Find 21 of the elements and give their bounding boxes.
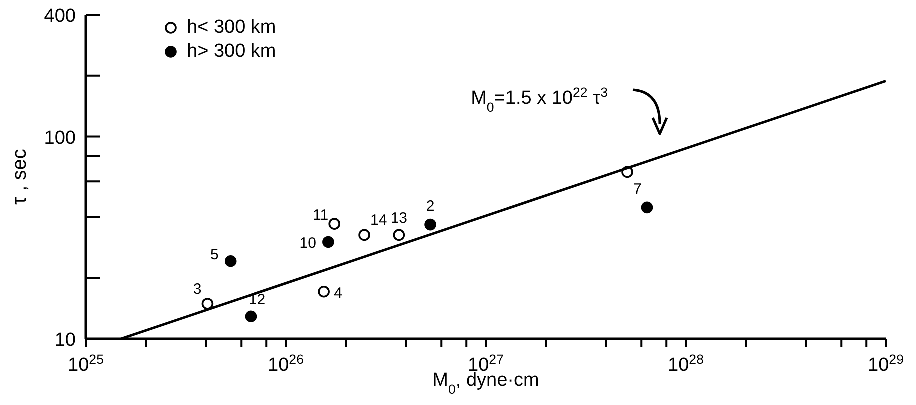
annotation: 4	[334, 284, 342, 302]
y-tick-label: 10	[54, 330, 76, 351]
annotation: 11	[313, 207, 329, 224]
y-tick-label: 100	[44, 128, 76, 149]
legend-label: h> 300 km	[187, 41, 276, 63]
annotation: 13	[390, 210, 408, 228]
x-axis-title: M$_{0}$, dyne·cm	[432, 370, 540, 396]
annotation: M$_{0}$=1.5 x 10$^{22}$ τ$^{3}$	[471, 84, 608, 114]
annotation: 2	[426, 198, 435, 215]
legend-label: h< 300 km	[187, 17, 276, 39]
annotation: 5	[210, 246, 219, 264]
y-axis-title: τ , sec	[9, 149, 31, 205]
x-tick-label: 10$^{25}$	[68, 352, 104, 376]
annotation: 14	[370, 212, 388, 230]
y-tick-label: 400	[44, 6, 76, 27]
annotation: 7	[634, 181, 642, 198]
x-tick-label: 10$^{26}$	[268, 352, 304, 376]
x-tick-label: 10$^{29}$	[868, 352, 904, 376]
annotation: 3	[193, 280, 202, 298]
annotation: 10	[300, 235, 316, 252]
x-tick-label: 10$^{28}$	[668, 352, 704, 376]
